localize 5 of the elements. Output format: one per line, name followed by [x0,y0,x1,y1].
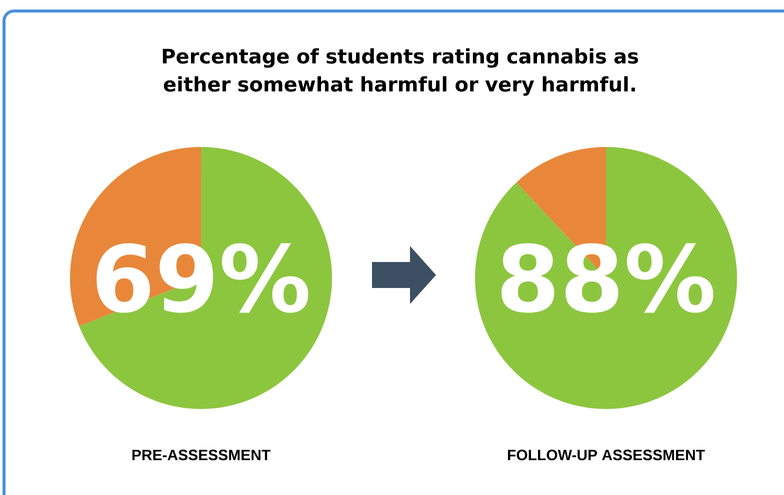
data-label: 88% [502,243,714,313]
text: PRE-ASSESSMENT [132,450,270,460]
text: FOLLOW-UP ASSESSMENT [508,450,705,460]
text: Percentage of students rating cannabis as either somewhat harmful or very harmful. [162,48,638,96]
data-label: 69% [96,243,308,313]
